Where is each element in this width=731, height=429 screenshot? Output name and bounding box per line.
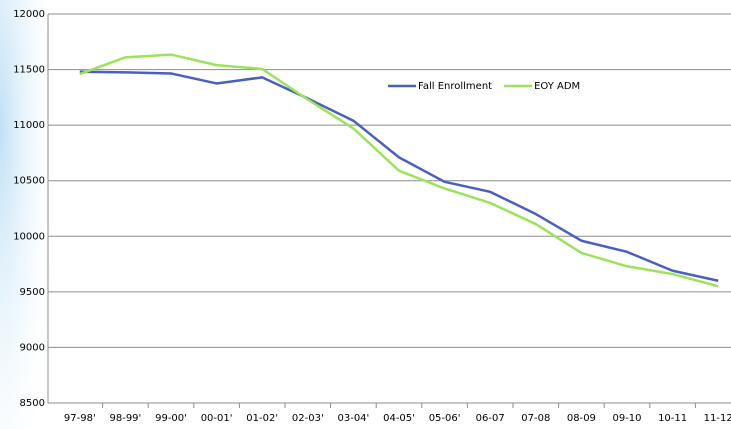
x-tick-label: 02-03': [292, 413, 324, 424]
x-tick-label: 03-04': [337, 413, 369, 424]
legend-label: Fall Enrollment: [418, 81, 492, 92]
x-tick-label: 01-02': [246, 413, 278, 424]
x-tick-label: 06-07: [476, 413, 505, 424]
x-tick-label: 10-11: [658, 413, 687, 424]
x-tick-label: 07-08: [521, 413, 550, 424]
y-tick-label: 9000: [20, 342, 45, 353]
x-tick-label: 08-09: [567, 413, 596, 424]
y-tick-label: 9500: [20, 287, 45, 298]
legend-label: EOY ADM: [534, 81, 580, 92]
series-line: [79, 70, 719, 282]
y-tick-label: 8500: [20, 398, 45, 409]
y-tick-label: 11000: [13, 120, 45, 131]
y-tick-label: 11500: [13, 65, 45, 76]
x-tick-label: 11-12: [704, 413, 731, 424]
x-tick-label: 98-99': [109, 413, 141, 424]
x-tick-label: 99-00': [155, 413, 187, 424]
x-tick-label: 05-06': [429, 413, 461, 424]
y-tick-label: 12000: [13, 9, 45, 20]
series-line: [79, 53, 719, 288]
background-decoration: [0, 0, 60, 429]
x-tick-label: 00-01': [201, 413, 233, 424]
x-tick-label: 97-98': [64, 413, 96, 424]
y-tick-label: 10500: [13, 176, 45, 187]
x-tick-label: 09-10: [612, 413, 641, 424]
y-tick-label: 10000: [13, 231, 45, 242]
x-tick-label: 04-05': [383, 413, 415, 424]
